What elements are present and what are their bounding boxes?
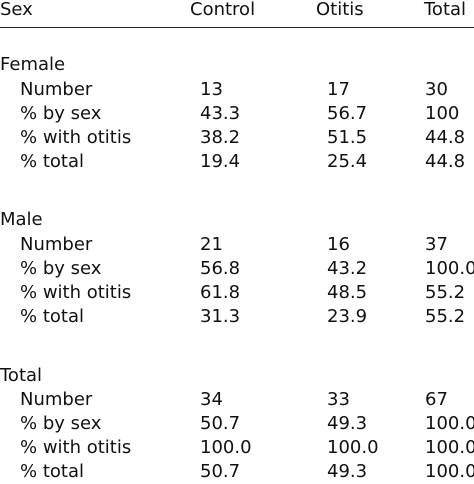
cell: 34 [200, 389, 223, 410]
cell: 51.5 [327, 127, 368, 148]
cell: 100.0 [425, 413, 474, 434]
cell: 13 [200, 79, 223, 100]
row-label: % by sex [20, 413, 102, 434]
cell: 56.8 [200, 258, 241, 279]
cell: 100.0 [327, 437, 379, 458]
row-label: % with otitis [20, 437, 132, 458]
header-control: Control [190, 0, 256, 20]
header-sex: Sex [0, 0, 33, 20]
cell: 44.8 [425, 127, 466, 148]
cell: 23.9 [327, 306, 368, 327]
cell: 55.2 [425, 282, 466, 303]
row-label: % with otitis [20, 282, 132, 303]
cell: 17 [327, 79, 350, 100]
row-label: % total [20, 306, 84, 327]
cell: 50.7 [200, 413, 241, 434]
header-divider [0, 27, 474, 28]
row-label: Number [20, 389, 93, 410]
cell: 49.3 [327, 461, 368, 482]
cell: 100.0 [425, 437, 474, 458]
row-label: % by sex [20, 103, 102, 124]
cell: 43.3 [200, 103, 241, 124]
cell: 48.5 [327, 282, 368, 303]
header-otitis: Otitis [316, 0, 364, 20]
cell: 100.0 [425, 258, 474, 279]
group-title-female: Female [0, 54, 66, 75]
cell: 33 [327, 389, 350, 410]
cell: 67 [425, 389, 448, 410]
cell: 50.7 [200, 461, 241, 482]
cell: 16 [327, 234, 350, 255]
row-label: % with otitis [20, 127, 132, 148]
cell: 21 [200, 234, 223, 255]
cell: 31.3 [200, 306, 241, 327]
cell: 100 [425, 103, 460, 124]
row-label: Number [20, 79, 93, 100]
cell: 100.0 [200, 437, 252, 458]
cell: 19.4 [200, 151, 241, 172]
header-total: Total [424, 0, 467, 20]
row-label: Number [20, 234, 93, 255]
row-label: % total [20, 151, 84, 172]
cell: 38.2 [200, 127, 241, 148]
table-header: Sex Control Otitis Total [0, 0, 474, 26]
cell: 55.2 [425, 306, 466, 327]
row-label: % total [20, 461, 84, 482]
cell: 49.3 [327, 413, 368, 434]
cell: 37 [425, 234, 448, 255]
cell: 44.8 [425, 151, 466, 172]
cell: 30 [425, 79, 448, 100]
cell: 100.0 [425, 461, 474, 482]
cell: 61.8 [200, 282, 241, 303]
cell: 43.2 [327, 258, 368, 279]
cell: 25.4 [327, 151, 368, 172]
group-title-male: Male [0, 209, 43, 230]
cell: 56.7 [327, 103, 368, 124]
group-title-total: Total [0, 365, 43, 386]
row-label: % by sex [20, 258, 102, 279]
